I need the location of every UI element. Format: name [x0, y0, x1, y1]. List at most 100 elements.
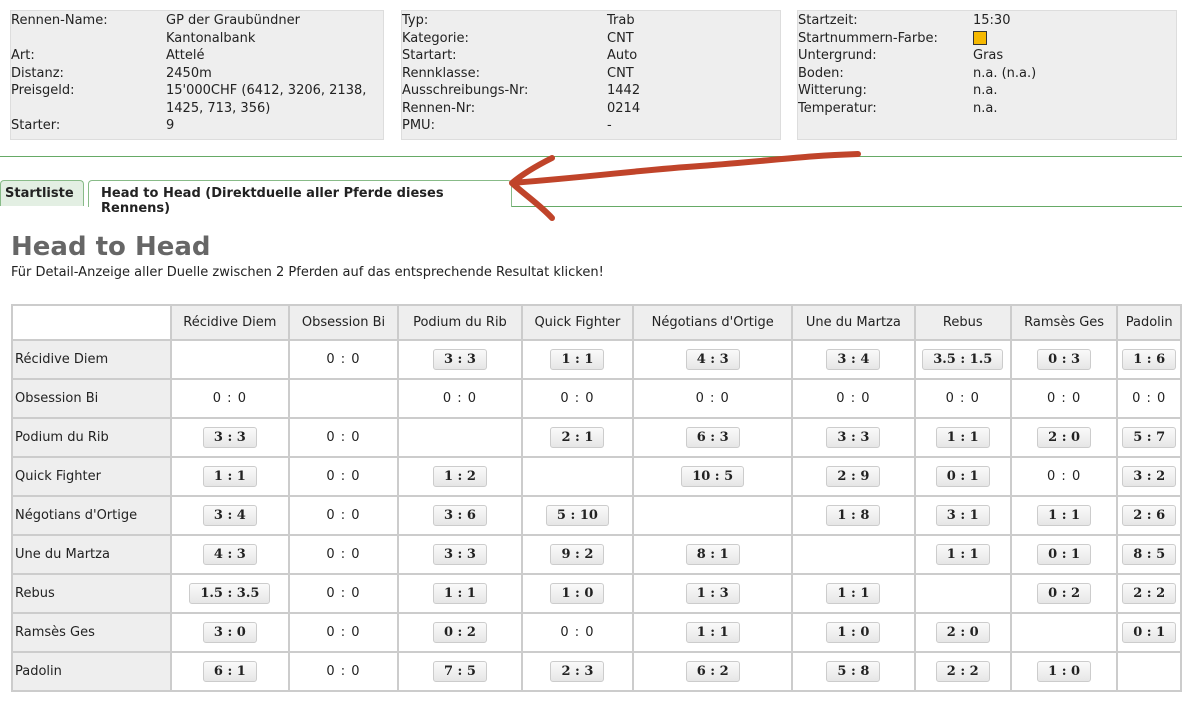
table-row: Négotians d'Ortige 3 : 4 0 : 0 3 : 6 5 : 10 1… [10, 495, 1182, 536]
info-label: Startart: [402, 48, 457, 63]
result-button[interactable]: 9 : 2 [550, 544, 605, 565]
result-button[interactable]: 1 : 0 [1037, 661, 1092, 682]
info-row: Startnummern-Farbe: [798, 30, 1176, 48]
info-value: Auto [607, 48, 638, 63]
result-button[interactable]: 0 : 1 [1122, 622, 1177, 643]
result-button[interactable]: 3 : 0 [202, 622, 257, 643]
result-button[interactable]: 1 : 1 [685, 622, 740, 643]
result-button[interactable]: 1 : 3 [685, 583, 740, 604]
result-button[interactable]: 3 : 6 [432, 505, 487, 526]
result-cell: 0 : 0 [287, 456, 400, 497]
result-button[interactable]: 3 : 3 [432, 544, 487, 565]
result-button[interactable]: 3 : 4 [826, 349, 881, 370]
result-cell: 3 : 3 [170, 417, 290, 458]
table-row: Rebus 1.5 : 3.5 0 : 0 1 : 1 1 : 0 1 : 3 1 : 1 0… [10, 573, 1182, 614]
result-cell: 3 : 1 [913, 495, 1012, 536]
result-button[interactable]: 3 : 3 [826, 427, 881, 448]
info-label: Art: [11, 48, 35, 63]
result-cell [520, 456, 635, 497]
result-button[interactable]: 10 : 5 [681, 466, 745, 487]
result-cell: 5 : 10 [520, 495, 635, 536]
result-button[interactable]: 0 : 3 [1037, 349, 1092, 370]
result-button[interactable]: 0 : 2 [1037, 583, 1092, 604]
result-cell [1116, 651, 1182, 692]
column-header: Récidive Diem [170, 304, 290, 341]
result-button[interactable]: 0 : 1 [1037, 544, 1092, 565]
row-header: Une du Martza [10, 534, 173, 575]
info-label: Witterung: [798, 83, 867, 98]
result-button[interactable]: 1 : 1 [1037, 505, 1092, 526]
result-cell: 0 : 0 [287, 495, 400, 536]
result-button[interactable]: 2 : 3 [550, 661, 605, 682]
result-cell [791, 534, 916, 575]
result-button[interactable]: 3 : 3 [432, 349, 487, 370]
result-cell: 4 : 3 [632, 339, 794, 380]
result-button[interactable]: 2 : 6 [1122, 505, 1177, 526]
result-button[interactable]: 1 : 0 [826, 622, 881, 643]
result-cell: 1 : 1 [520, 339, 635, 380]
result-cell [913, 573, 1012, 614]
result-cell: 0 : 3 [1009, 339, 1119, 380]
result-button[interactable]: 1 : 2 [432, 466, 487, 487]
info-label: Kategorie: [402, 30, 469, 46]
result-cell: 0 : 2 [397, 612, 523, 653]
result-cell: 3 : 4 [791, 339, 916, 380]
result-button[interactable]: 2 : 0 [935, 622, 990, 643]
result-button[interactable]: 3.5 : 1.5 [922, 349, 1004, 370]
result-cell: 0 : 0 [287, 534, 400, 575]
result-button[interactable]: 5 : 7 [1122, 427, 1177, 448]
result-button[interactable]: 6 : 3 [685, 427, 740, 448]
info-value: 15:30 [973, 13, 1011, 28]
tab-head-to-head[interactable]: Head to Head (Direktduelle aller Pferde … [88, 180, 512, 216]
info-row: Untergrund: Gras [798, 47, 1176, 65]
result-button[interactable]: 3 : 3 [202, 427, 257, 448]
result-button[interactable]: 1 : 1 [935, 427, 990, 448]
row-header: Podium du Rib [10, 417, 173, 458]
result-button[interactable]: 8 : 5 [1122, 544, 1177, 565]
result-button[interactable]: 1 : 6 [1122, 349, 1177, 370]
result-button[interactable]: 6 : 1 [202, 661, 257, 682]
result-button[interactable]: 6 : 2 [685, 661, 740, 682]
result-button[interactable]: 0 : 1 [935, 466, 990, 487]
result-button[interactable]: 5 : 10 [545, 505, 609, 526]
result-cell: 0 : 0 [287, 417, 400, 458]
result-button[interactable]: 0 : 2 [432, 622, 487, 643]
result-button[interactable]: 2 : 2 [1122, 583, 1177, 604]
result-button[interactable]: 2 : 1 [550, 427, 605, 448]
result-cell: 3 : 2 [1116, 456, 1182, 497]
info-label: Preisgeld: [11, 83, 75, 98]
result-button[interactable]: 1 : 1 [550, 349, 605, 370]
result-button[interactable]: 5 : 8 [826, 661, 881, 682]
result-cell: 1 : 6 [1116, 339, 1182, 380]
result-cell: 1 : 1 [397, 573, 523, 614]
info-value: Gras [973, 48, 1004, 63]
info-value: CNT [607, 65, 634, 81]
result-button[interactable]: 3 : 4 [202, 505, 257, 526]
result-button[interactable]: 1 : 1 [935, 544, 990, 565]
result-value: 0 : 0 [326, 352, 361, 367]
result-button[interactable]: 1.5 : 3.5 [189, 583, 271, 604]
result-cell: 0 : 0 [520, 612, 635, 653]
result-button[interactable]: 8 : 1 [685, 544, 740, 565]
info-label: Boden: [798, 65, 844, 81]
result-cell: 1 : 3 [632, 573, 794, 614]
result-button[interactable]: 1 : 1 [202, 466, 257, 487]
result-button[interactable]: 2 : 2 [935, 661, 990, 682]
tab-startliste[interactable]: Startliste [0, 180, 84, 206]
result-button[interactable]: 4 : 3 [685, 349, 740, 370]
info-label: Startzeit: [798, 13, 858, 28]
result-button[interactable]: 2 : 0 [1037, 427, 1092, 448]
result-button[interactable]: 1 : 0 [550, 583, 605, 604]
result-button[interactable]: 1 : 8 [826, 505, 881, 526]
table-row: Padolin 6 : 1 0 : 0 7 : 5 2 : 3 6 : 2 5 : 8 2 :… [10, 651, 1182, 692]
result-button[interactable]: 3 : 2 [1122, 466, 1177, 487]
result-button[interactable]: 2 : 9 [826, 466, 881, 487]
result-button[interactable]: 1 : 1 [432, 583, 487, 604]
result-button[interactable]: 4 : 3 [202, 544, 257, 565]
result-button[interactable]: 7 : 5 [432, 661, 487, 682]
info-value: n.a. [973, 100, 998, 116]
result-button[interactable]: 3 : 1 [935, 505, 990, 526]
result-cell: 3 : 0 [170, 612, 290, 653]
result-button[interactable]: 1 : 1 [826, 583, 881, 604]
column-header: Podium du Rib [397, 304, 523, 341]
